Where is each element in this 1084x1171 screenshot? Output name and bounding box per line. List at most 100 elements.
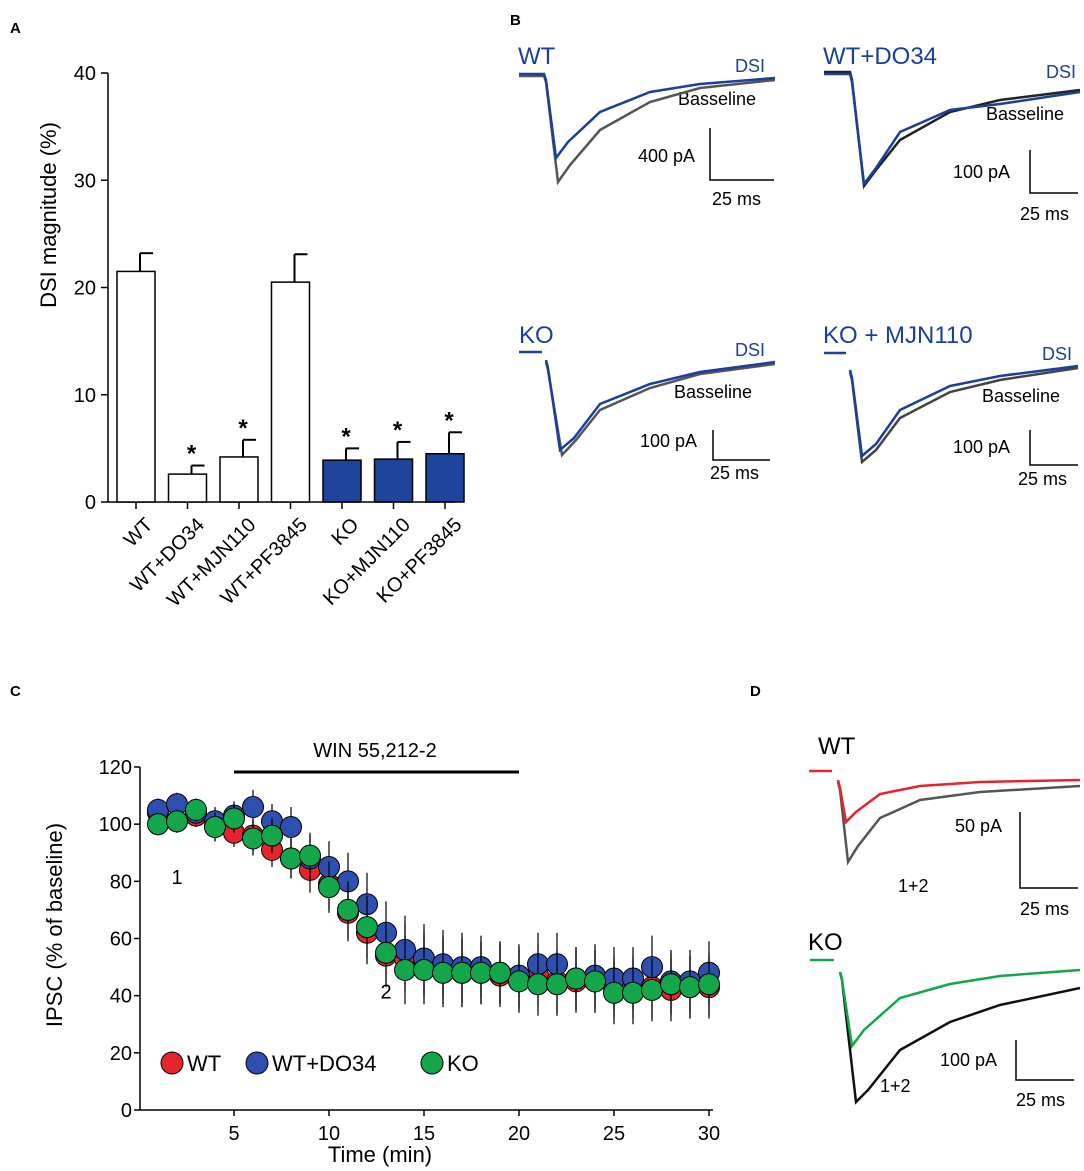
trace-b4-scale-y: 100 pA <box>953 437 1010 457</box>
panel-c-data-point <box>527 973 549 996</box>
panel-a-category-label: KO <box>327 514 363 550</box>
trace-b1-scale-bar <box>709 128 774 181</box>
panel-a-significance-star: * <box>238 415 248 442</box>
trace-d2-title: KO <box>808 929 843 956</box>
panel-c-legend-label: WT <box>187 1051 221 1076</box>
panel-c-legend-label: WT+DO34 <box>272 1051 377 1076</box>
panel-c-xlabel: Time (min) <box>328 1142 432 1167</box>
trace-d1-win <box>836 778 1081 825</box>
panel-b-traces: WT DSI Basseline 400 pA 25 ms WT+DO34 DS… <box>518 43 1081 489</box>
panel-c-data-point <box>356 916 378 939</box>
panel-c-data-point <box>508 970 530 993</box>
trace-b1-baseline-label: Basseline <box>678 89 756 109</box>
panel-a-significance-star: * <box>187 441 197 468</box>
panel-a-y-tick-label: 30 <box>74 170 96 192</box>
panel-a-significance-star: * <box>444 407 454 434</box>
panel-c-y-tick-label: 20 <box>110 1043 132 1065</box>
trace-d1-scale-y: 50 pA <box>955 816 1002 836</box>
panel-a-y-tick-label: 10 <box>74 385 96 407</box>
panel-c-data-point <box>375 941 397 964</box>
trace-b3-baseline-label: Basseline <box>674 382 752 402</box>
trace-d2-win <box>838 968 1081 1050</box>
trace-b4-baseline-label: Basseline <box>982 386 1060 406</box>
panel-c-data-point <box>698 973 720 996</box>
trace-b3-dsi <box>544 359 776 453</box>
panel-c-data-point <box>679 976 701 999</box>
panel-c-data-point <box>641 978 663 1001</box>
panel-c-time-course: IPSC (% of baseline) Time (min) WIN 55,2… <box>42 740 720 1167</box>
panel-c-data-point <box>489 961 511 984</box>
panel-c-data-point <box>432 961 454 984</box>
panel-a-bar <box>116 270 156 503</box>
panel-a-significance-star: * <box>393 417 403 444</box>
panel-c-data-point <box>451 961 473 984</box>
panel-c-legend-marker <box>160 1051 184 1075</box>
trace-b4-dsi <box>848 364 1079 459</box>
trace-d2-scale-bar <box>1015 1040 1074 1081</box>
panel-a-bar-chart: DSI magnitude (%) 010203040WT*WT+DO34*WT… <box>36 63 466 611</box>
trace-d1-scale-x: 25 ms <box>1020 899 1069 919</box>
panel-c-data-point <box>660 973 682 996</box>
panel-c-data-point <box>413 958 435 981</box>
panel-c-data-point <box>565 967 587 990</box>
panel-c-x-tick-label: 30 <box>698 1123 720 1145</box>
panel-c-y-tick-label: 60 <box>110 929 132 951</box>
panel-d-traces: WT 1+2 50 pA 25 ms KO 1+2 100 pA 25 ms <box>808 733 1081 1110</box>
trace-b4-scale-bar <box>1029 430 1078 466</box>
panel-c-y-tick-label: 40 <box>110 986 132 1008</box>
trace-b2-dsi-label: DSI <box>1046 62 1076 82</box>
panel-c-data-point <box>223 807 245 830</box>
trace-b3-dsi-label: DSI <box>735 340 765 360</box>
panel-c-point-label: 1 <box>171 867 182 889</box>
trace-b2-scale-y: 100 pA <box>953 162 1010 182</box>
trace-b2-title: WT+DO34 <box>823 43 937 70</box>
panel-c-legend-label: KO <box>447 1051 479 1076</box>
panel-c-data-point <box>603 981 625 1004</box>
panel-a-bar <box>373 458 414 503</box>
panel-c-point-label: 2 <box>380 982 391 1004</box>
panel-c-data-point <box>584 970 606 993</box>
trace-b3-scale-y: 100 pA <box>640 431 697 451</box>
panel-a-y-tick-label: 20 <box>74 278 96 300</box>
panel-c-y-tick-label: 0 <box>121 1100 132 1122</box>
panel-c-data-point <box>546 973 568 996</box>
panel-a-bar <box>322 459 362 503</box>
panel-a-category-label: WT <box>120 514 158 552</box>
trace-b1-title: WT <box>518 43 556 70</box>
panel-c-data-point <box>147 813 169 836</box>
trace-b2-scale-bar <box>1029 150 1078 194</box>
panel-letter-b: B <box>510 12 521 29</box>
panel-c-data-point <box>622 981 644 1004</box>
trace-d1-scale-bar <box>1019 812 1078 889</box>
panel-c-data-point <box>185 798 207 821</box>
trace-b3-title: KO <box>519 322 554 349</box>
trace-b3-scale-bar <box>712 430 770 461</box>
panel-a-bar <box>270 281 311 503</box>
trace-d1-label: 1+2 <box>898 876 929 896</box>
panel-c-data-point <box>299 844 321 867</box>
panel-c-data-point <box>166 810 188 833</box>
trace-d2-label: 1+2 <box>880 1076 911 1096</box>
trace-b4-title: KO + MJN110 <box>823 322 973 349</box>
panel-c-data-point <box>280 847 302 870</box>
panel-a-bar <box>167 473 208 503</box>
panel-c-x-tick-label: 20 <box>508 1123 530 1145</box>
trace-b3-scale-x: 25 ms <box>710 463 759 483</box>
panel-c-data-point <box>337 898 359 921</box>
trace-d1-title: WT <box>818 733 856 760</box>
panel-c-y-tick-label: 80 <box>110 871 132 893</box>
panel-c-data-point <box>242 827 264 850</box>
panel-c-data-point <box>261 824 283 847</box>
trace-d2-control <box>838 971 1081 1105</box>
panel-c-legend-marker <box>245 1051 269 1075</box>
panel-c-x-tick-label: 10 <box>318 1123 340 1145</box>
trace-b1-dsi <box>519 72 776 162</box>
panel-c-data-point <box>280 816 302 839</box>
panel-a-bar <box>219 456 259 503</box>
trace-b2-baseline-label: Basseline <box>986 104 1064 124</box>
panel-a-y-tick-label: 0 <box>85 492 96 514</box>
panel-c-x-tick-label: 25 <box>603 1123 625 1145</box>
panel-a-significance-star: * <box>341 423 351 450</box>
panel-c-drug-label: WIN 55,212-2 <box>313 740 436 762</box>
